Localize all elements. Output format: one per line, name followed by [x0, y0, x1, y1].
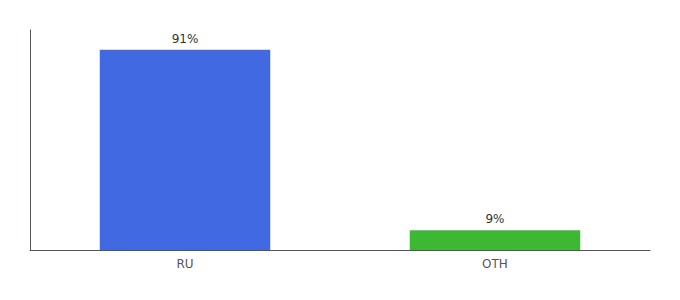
svg-text:RU: RU	[176, 257, 193, 271]
svg-text:91%: 91%	[172, 32, 199, 46]
svg-text:OTH: OTH	[482, 257, 508, 271]
svg-text:9%: 9%	[485, 212, 504, 226]
